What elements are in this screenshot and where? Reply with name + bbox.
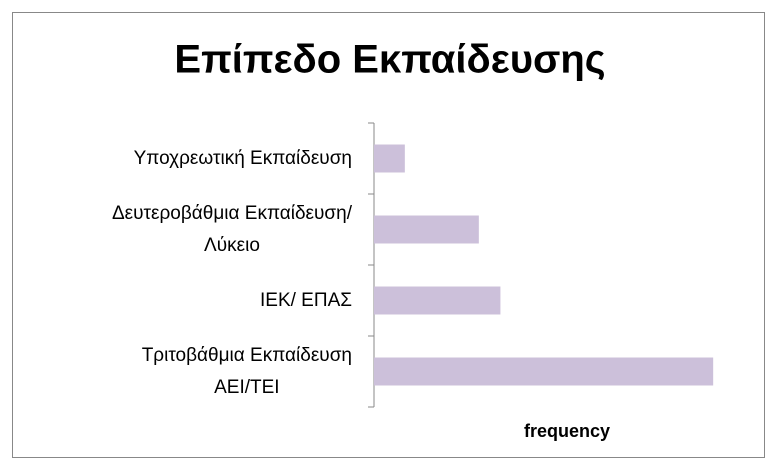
x-axis-label: frequency xyxy=(524,421,610,441)
y-tick-label: Δευτεροβάθμια Εκπαίδευση/ Λύκειο xyxy=(111,202,352,256)
chart-title: Επίπεδο Εκπαίδευσης xyxy=(174,38,605,82)
y-tick-label-box: Δευτεροβάθμια Εκπαίδευση/ Λύκειο xyxy=(10,198,352,262)
bar xyxy=(374,357,714,386)
y-tick-label: Υποχρεωτική Εκπαίδευση xyxy=(133,147,352,169)
bar xyxy=(374,215,479,244)
y-tick-label-box: ΙΕΚ/ ΕΠΑΣ xyxy=(10,285,352,317)
bar xyxy=(374,286,501,315)
bar xyxy=(374,144,405,173)
y-tick-label: ΙΕΚ/ ΕΠΑΣ xyxy=(260,289,352,311)
y-tick-label: Τριτοβάθμια Εκπαίδευση ΑΕΙ/ΤΕΙ xyxy=(141,344,352,398)
y-tick-label-box: Υποχρεωτική Εκπαίδευση xyxy=(10,143,352,175)
y-tick-label-box: Τριτοβάθμια Εκπαίδευση ΑΕΙ/ΤΕΙ xyxy=(10,340,352,404)
